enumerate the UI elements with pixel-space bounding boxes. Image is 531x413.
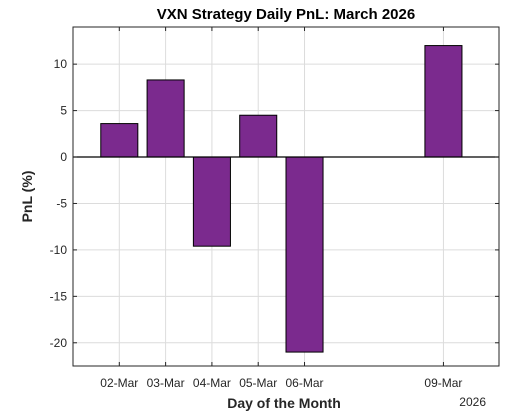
x-tick-label: 02-Mar: [100, 376, 138, 390]
y-tick-label: -20: [50, 336, 68, 350]
plot-area: [72, 26, 500, 367]
x-axis-year-label: 2026: [459, 395, 486, 409]
bar-02-Mar: [100, 123, 139, 158]
x-tick-label: 09-Mar: [424, 376, 462, 390]
y-tick-label: -15: [50, 289, 68, 303]
y-tick-label: -5: [56, 196, 67, 210]
y-tick-label: 5: [60, 104, 67, 118]
x-axis-ticks: 02-Mar 03-Mar 04-Mar 05-Mar 06-Mar 09-Mar: [100, 27, 462, 390]
x-tick-label: 05-Mar: [239, 376, 277, 390]
x-tick-label: 06-Mar: [286, 376, 324, 390]
y-axis-ticks: -20 -15 -10 -5 0 5 10: [50, 57, 499, 350]
y-tick-label: -10: [50, 243, 68, 257]
x-tick-label: 03-Mar: [147, 376, 185, 390]
bar-09-Mar: [424, 45, 463, 158]
x-axis-label: Day of the Month: [227, 395, 341, 411]
bars: [100, 45, 463, 353]
y-tick-label: 0: [60, 150, 67, 164]
bar-04-Mar: [192, 156, 231, 247]
y-axis-label: PnL (%): [19, 171, 35, 223]
bar-06-Mar: [285, 156, 324, 353]
bar-05-Mar: [239, 114, 278, 158]
chart-title: VXN Strategy Daily PnL: March 2026: [157, 6, 415, 23]
bar-03-Mar: [146, 79, 185, 158]
y-tick-label: 10: [54, 57, 68, 71]
x-tick-label: 04-Mar: [193, 376, 231, 390]
